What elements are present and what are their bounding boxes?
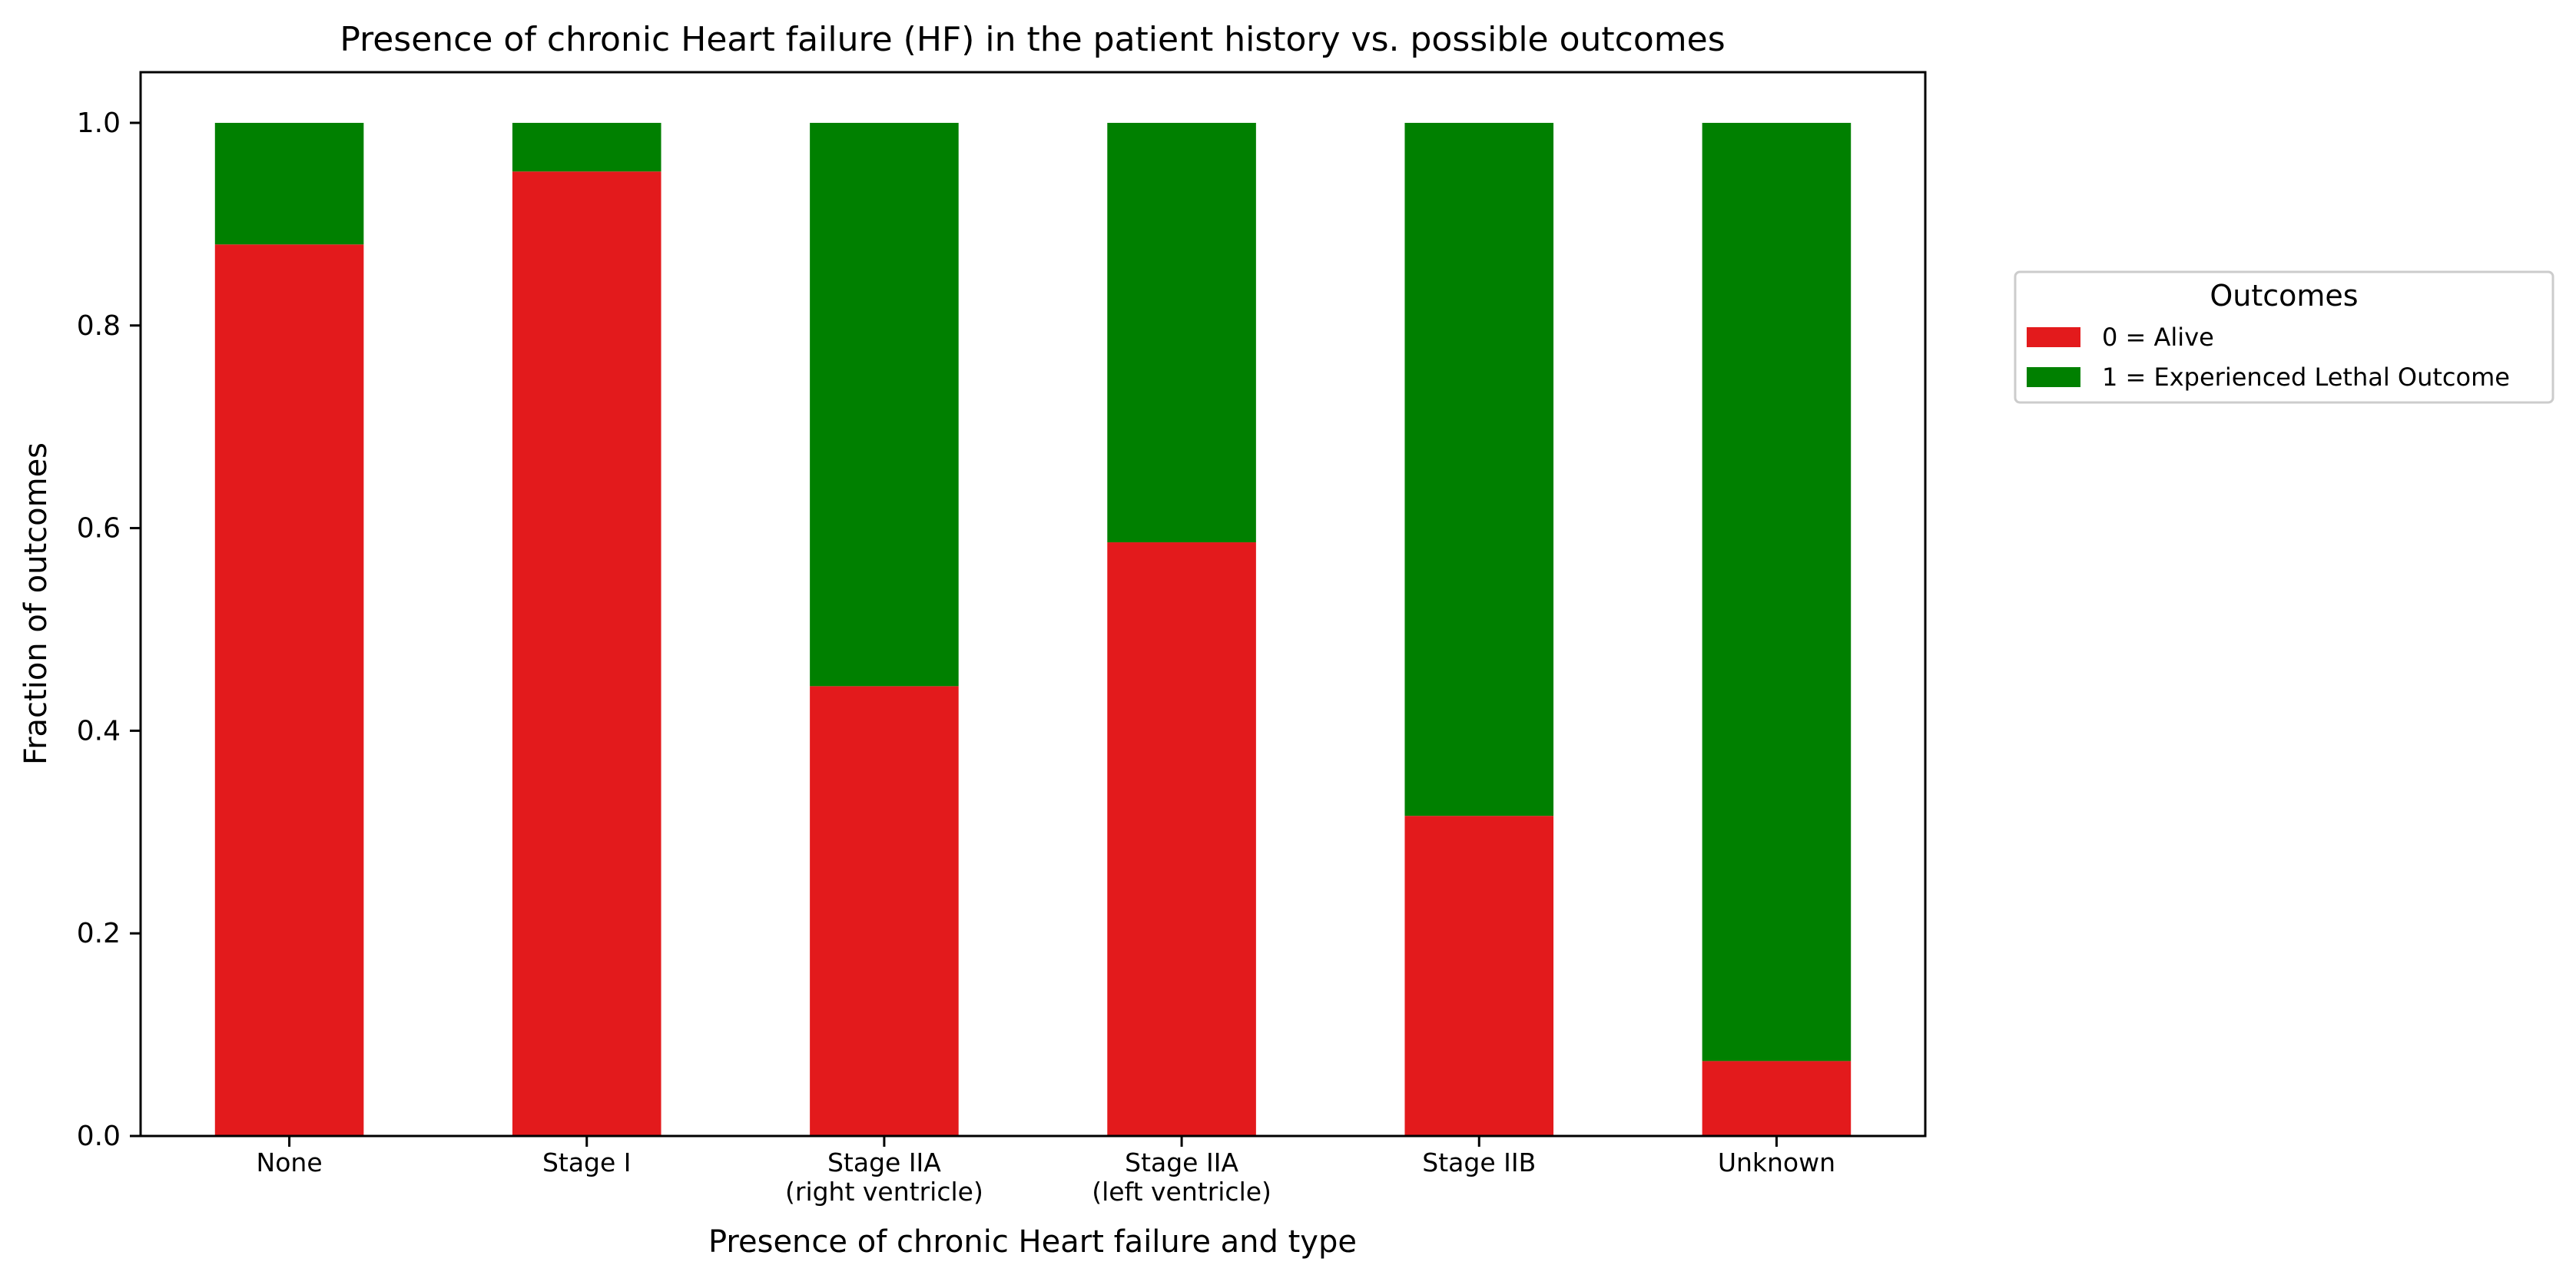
bar-alive-5 <box>1702 1061 1852 1136</box>
x-axis: None Stage I Stage IIA(right ventricle)Sta… <box>257 1136 1835 1207</box>
legend-swatch-1 <box>2027 367 2080 387</box>
bar-lethal-5 <box>1702 122 1852 1061</box>
bar-alive-3 <box>1107 542 1256 1136</box>
bar-lethal-1 <box>512 122 661 172</box>
bar-alive-0 <box>214 244 364 1137</box>
bars-layer <box>214 122 1852 1137</box>
bar-alive-2 <box>810 686 959 1136</box>
x-tick-label-2-line2: (right ventricle) <box>785 1177 983 1207</box>
bar-alive-1 <box>512 171 661 1137</box>
bar-lethal-4 <box>1404 122 1554 816</box>
legend-label-1: 1 = Experienced Lethal Outcome <box>2102 363 2510 392</box>
y-tick-label-4: 0.8 <box>77 310 121 342</box>
legend-title: Outcomes <box>2210 279 2358 313</box>
x-tick-label-0: None <box>257 1148 323 1177</box>
y-tick-label-3: 0.6 <box>77 513 121 545</box>
y-tick-label-5: 1.0 <box>77 108 121 139</box>
x-tick-label-3: Stage IIA <box>1125 1148 1238 1177</box>
y-tick-label-0: 0.0 <box>77 1121 121 1152</box>
x-tick-label-5: Unknown <box>1718 1148 1835 1177</box>
y-tick-label-2: 0.4 <box>77 715 121 747</box>
legend-swatch-0 <box>2027 327 2080 347</box>
x-tick-label-1: Stage I <box>542 1148 632 1177</box>
legend-label-0: 0 = Alive <box>2102 323 2214 352</box>
bar-alive-4 <box>1404 816 1554 1136</box>
y-tick-label-1: 0.2 <box>77 918 121 949</box>
x-tick-label-4: Stage IIB <box>1422 1148 1536 1177</box>
bar-lethal-3 <box>1107 122 1256 543</box>
legend: Outcomes 0 = Alive 1 = Experienced Lethal… <box>2014 270 2554 404</box>
plot-frame <box>139 71 1927 1138</box>
legend-frame <box>2014 270 2554 404</box>
x-tick-label-2: Stage IIA <box>827 1148 941 1177</box>
chart-title: Presence of chronic Heart failure (HF) i… <box>340 20 1725 59</box>
bar-lethal-0 <box>214 122 364 245</box>
x-tick-label-3-line2: (left ventricle) <box>1092 1177 1271 1207</box>
bar-lethal-2 <box>810 122 959 687</box>
x-axis-label: Presence of chronic Heart failure and ty… <box>708 1224 1357 1260</box>
y-axis-label: Fraction of outcomes <box>18 442 54 765</box>
y-axis: 0.0 0.2 0.4 0.6 0.8 1.0 <box>77 108 141 1152</box>
